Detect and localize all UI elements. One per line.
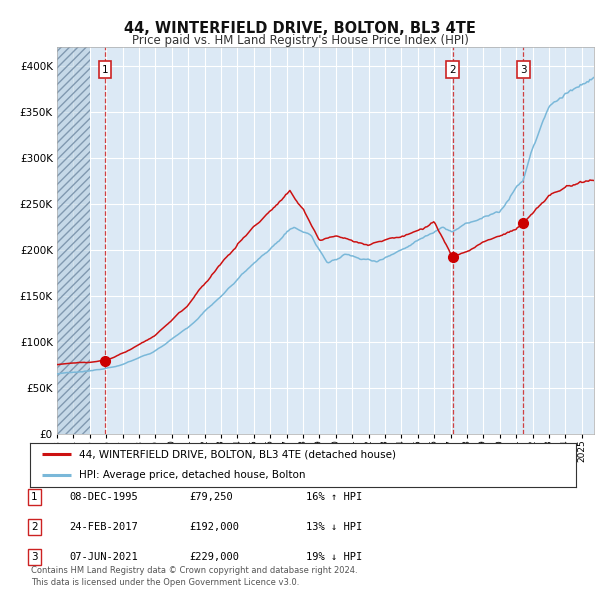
Text: £229,000: £229,000 (189, 552, 239, 562)
Text: 24-FEB-2017: 24-FEB-2017 (69, 522, 138, 532)
Bar (57, 47, 90, 434)
Text: Price paid vs. HM Land Registry's House Price Index (HPI): Price paid vs. HM Land Registry's House … (131, 34, 469, 47)
Text: 16% ↑ HPI: 16% ↑ HPI (306, 492, 362, 502)
Text: 3: 3 (31, 552, 38, 562)
Text: 3: 3 (520, 64, 527, 74)
Text: HPI: Average price, detached house, Bolton: HPI: Average price, detached house, Bolt… (79, 470, 305, 480)
Text: 2: 2 (449, 64, 456, 74)
Text: £79,250: £79,250 (189, 492, 233, 502)
Text: 19% ↓ HPI: 19% ↓ HPI (306, 552, 362, 562)
Bar (57, 47, 90, 434)
Text: £192,000: £192,000 (189, 522, 239, 532)
Text: 07-JUN-2021: 07-JUN-2021 (69, 552, 138, 562)
Text: 2: 2 (31, 522, 38, 532)
Text: 44, WINTERFIELD DRIVE, BOLTON, BL3 4TE (detached house): 44, WINTERFIELD DRIVE, BOLTON, BL3 4TE (… (79, 450, 396, 460)
Text: 1: 1 (102, 64, 109, 74)
Text: 08-DEC-1995: 08-DEC-1995 (69, 492, 138, 502)
Text: 44, WINTERFIELD DRIVE, BOLTON, BL3 4TE: 44, WINTERFIELD DRIVE, BOLTON, BL3 4TE (124, 21, 476, 35)
Text: 13% ↓ HPI: 13% ↓ HPI (306, 522, 362, 532)
Text: 1: 1 (31, 492, 38, 502)
Text: Contains HM Land Registry data © Crown copyright and database right 2024.
This d: Contains HM Land Registry data © Crown c… (31, 566, 358, 587)
